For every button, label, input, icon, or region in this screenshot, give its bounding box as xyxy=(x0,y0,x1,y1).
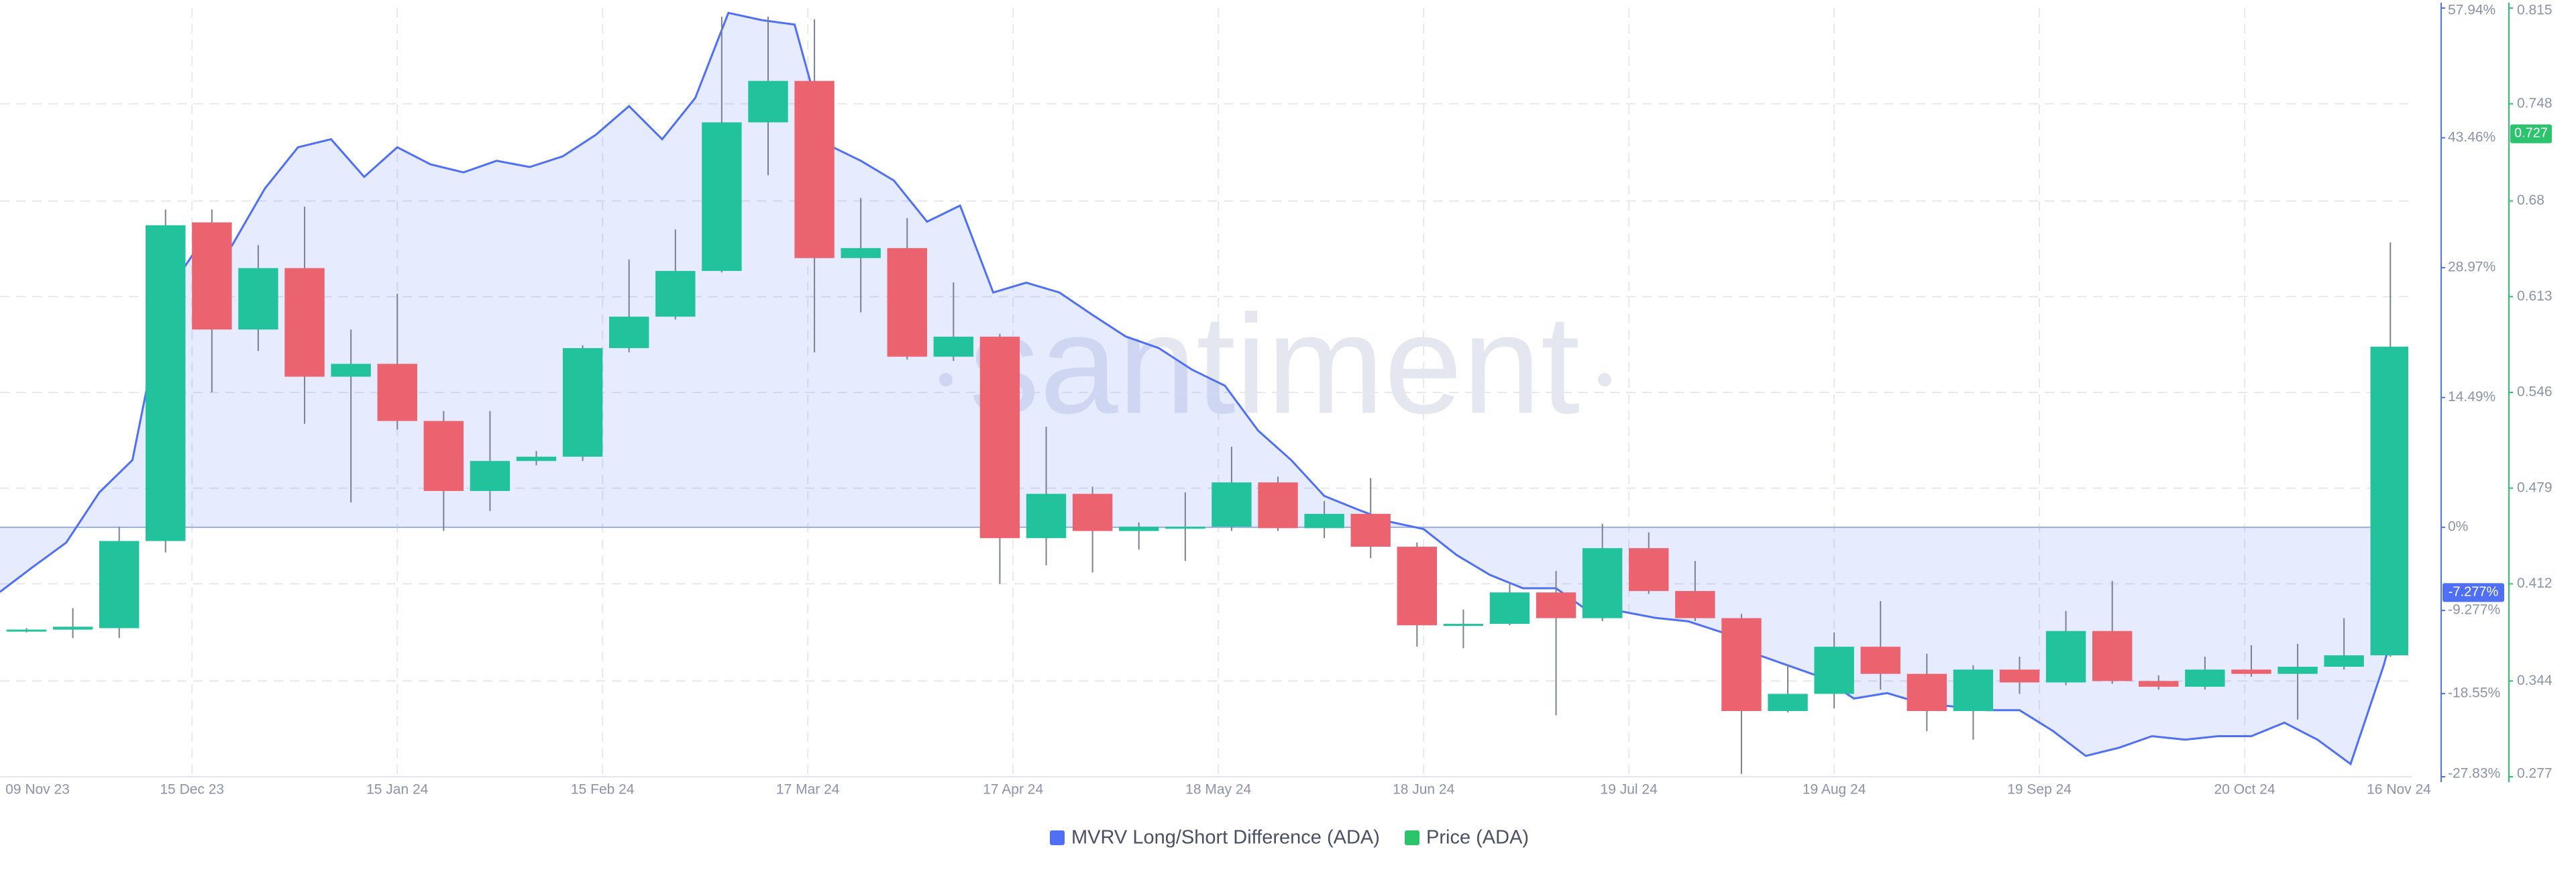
candle-body xyxy=(1953,669,1994,712)
value-badge xyxy=(2510,124,2552,144)
candle-body xyxy=(562,347,603,457)
y-tick-label: 57.94% xyxy=(2448,3,2496,18)
x-tick-label: 17 Mar 24 xyxy=(776,782,840,798)
candle-body xyxy=(1536,592,1576,618)
candle-body xyxy=(702,122,742,271)
x-tick-label: 18 May 24 xyxy=(1185,782,1251,798)
candle-body xyxy=(933,336,974,357)
y2-tick-label: 0.68 xyxy=(2517,193,2544,208)
x-tick-label: 19 Jul 24 xyxy=(1601,782,1658,798)
candle-body xyxy=(1999,669,2040,683)
y2-tick-label: 0.412 xyxy=(2517,576,2553,591)
x-tick-label: 15 Feb 24 xyxy=(571,782,635,798)
candle-body xyxy=(331,364,371,377)
y-tick-label: 0% xyxy=(2448,519,2468,535)
legend-label: Price (ADA) xyxy=(1426,827,1529,849)
y-tick-label: -9.277% xyxy=(2448,602,2500,618)
candle-body xyxy=(2045,631,2086,683)
candle-body xyxy=(2185,669,2225,687)
y2-tick-label: 0.748 xyxy=(2517,95,2553,111)
value-badge-label: 0.727 xyxy=(2514,126,2548,141)
candle-body xyxy=(516,456,557,461)
y2-tick-label: 0.479 xyxy=(2517,480,2553,495)
y-tick-label: 14.49% xyxy=(2448,389,2496,404)
candle-body xyxy=(2417,133,2457,346)
y-tick-label: 28.97% xyxy=(2448,260,2496,275)
x-tick-label: 18 Jun 24 xyxy=(1393,782,1455,798)
watermark: santiment xyxy=(969,285,1580,443)
candle-body xyxy=(748,80,788,123)
x-tick-label: 20 Oct 24 xyxy=(2214,782,2275,798)
y-tick-label: -27.83% xyxy=(2448,766,2500,781)
value-badge xyxy=(2443,583,2504,602)
candle-body xyxy=(1629,548,1669,592)
watermark-group: santiment xyxy=(939,285,1611,443)
candle-body xyxy=(1675,591,1715,618)
y2-tick-label: 0.277 xyxy=(2517,766,2553,781)
x-tick-label: 15 Jan 24 xyxy=(366,782,429,798)
candle-body xyxy=(794,80,835,258)
legend-label: MVRV Long/Short Difference (ADA) xyxy=(1071,827,1380,849)
y-tick-label: -18.55% xyxy=(2448,686,2500,701)
candle-body xyxy=(1258,482,1298,529)
candle-body xyxy=(2231,669,2271,674)
candle-body xyxy=(1489,592,1530,624)
candle-body xyxy=(423,421,464,491)
x-tick-label: 17 Apr 24 xyxy=(983,782,1043,798)
legend-swatch xyxy=(1050,830,1065,845)
candle-body xyxy=(608,317,649,348)
candle-body xyxy=(99,541,140,629)
candle-body xyxy=(1721,618,1762,712)
candle-body xyxy=(1443,624,1484,626)
candle-body xyxy=(192,222,232,330)
candle-body xyxy=(841,248,881,258)
candle-body xyxy=(1814,647,1854,694)
candle-body xyxy=(2370,346,2408,655)
candle-body xyxy=(1768,694,1808,712)
candle-body xyxy=(470,461,511,491)
candle-body xyxy=(1582,548,1623,618)
candle-body xyxy=(655,270,696,317)
candle-body xyxy=(377,364,417,421)
y2-tick-label: 0.815 xyxy=(2517,3,2553,18)
line xyxy=(0,11,2405,766)
candle-body xyxy=(1212,482,1252,527)
candle-body xyxy=(1072,494,1113,531)
candle-body xyxy=(6,629,47,632)
candle-body xyxy=(1026,494,1067,539)
candle-body xyxy=(1397,547,1438,626)
y2-tick-label: 0.344 xyxy=(2517,673,2553,688)
candle-body xyxy=(1350,514,1391,547)
candle-body xyxy=(2277,666,2318,674)
candle-body xyxy=(284,268,325,377)
value-badge-label: -7.277% xyxy=(2449,585,2499,600)
area xyxy=(0,13,2404,764)
x-tick-label: 19 Sep 24 xyxy=(2007,782,2072,798)
y2-tick-label: 0.546 xyxy=(2517,384,2553,400)
watermark-dot xyxy=(1598,373,1611,386)
x-tick-label: 16 Nov 24 xyxy=(2367,782,2431,798)
x-tick-label: 19 Aug 24 xyxy=(1803,782,1866,798)
candle-body xyxy=(238,268,278,330)
y-tick-label: 43.46% xyxy=(2448,129,2496,145)
candle-body xyxy=(52,626,93,630)
y2-tick-label: 0.613 xyxy=(2517,288,2553,304)
watermark-dot xyxy=(939,373,953,386)
candle-body xyxy=(1907,673,1947,712)
candle-body xyxy=(2139,681,2179,687)
candle-body xyxy=(1119,527,1159,531)
candle-body xyxy=(146,225,186,541)
candle-body xyxy=(1860,647,1900,674)
legend-swatch xyxy=(1405,830,1419,845)
x-tick-label: 15 Dec 23 xyxy=(160,782,224,798)
candle-body xyxy=(887,248,927,357)
candle-body xyxy=(2092,631,2133,682)
candle-body xyxy=(1304,514,1344,529)
x-tick-label: 09 Nov 23 xyxy=(5,782,70,798)
candle-body xyxy=(1165,527,1205,529)
candle-body xyxy=(979,336,1020,539)
candle-body xyxy=(2324,655,2364,667)
